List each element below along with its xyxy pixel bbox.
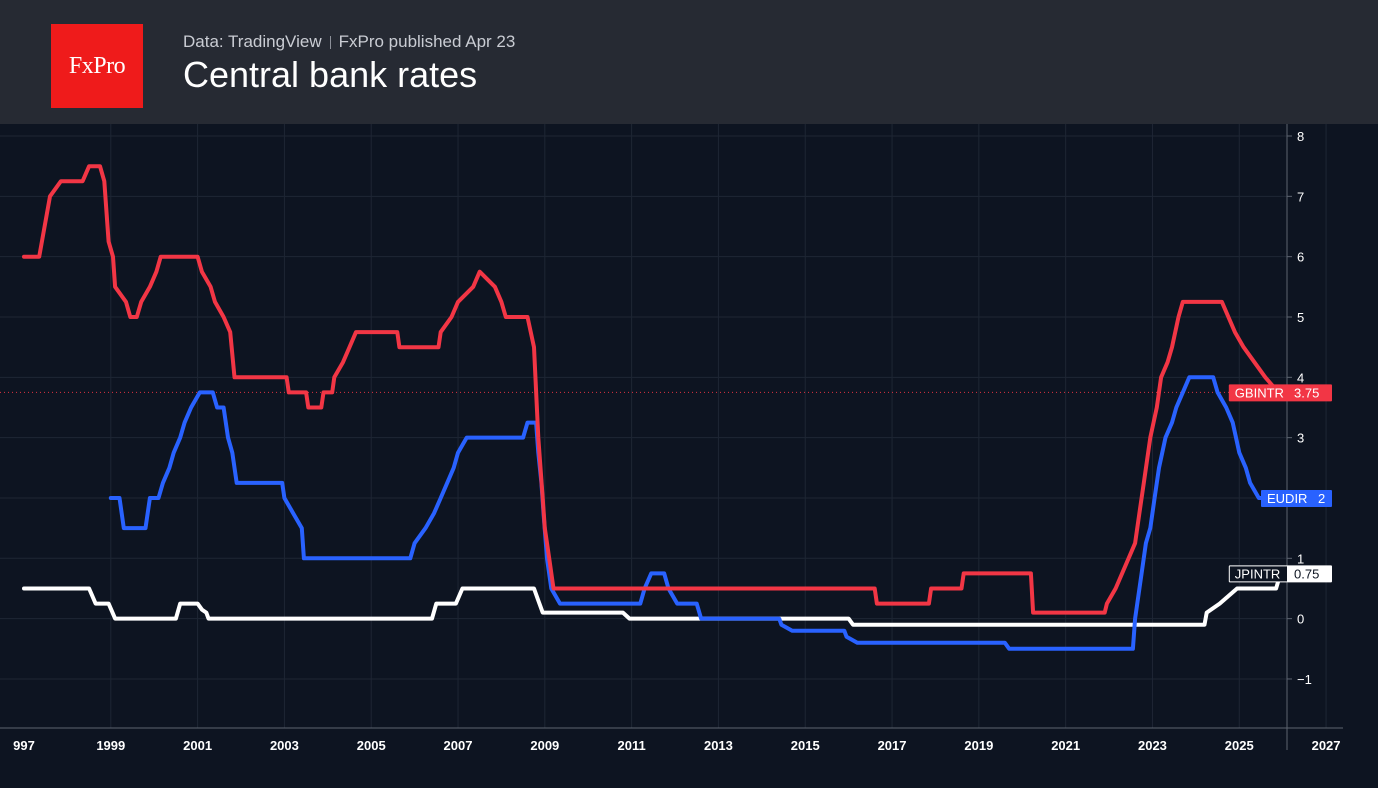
subtitle-separator [329,35,331,49]
series-line-eudir [108,375,1294,651]
x-tick-label: 2009 [530,738,559,753]
chart-subtitle: Data: TradingView FxPro published Apr 23 [183,32,515,52]
fxpro-logo[interactable]: FxPro [51,24,143,108]
series-value-tags: GBINTR 3.75 EUDIR 2 JPINTR 0.75 [1228,384,1332,583]
x-tick-label: 2013 [704,738,733,753]
value-tag-value: 0.75 [1294,566,1319,581]
y-tick-label: 4 [1297,370,1304,385]
header-bar: FxPro Data: TradingView FxPro published … [0,0,1378,124]
y-tick-label: 5 [1297,310,1304,325]
y-tick-label: 0 [1297,612,1304,627]
x-tick-label: 2025 [1225,738,1254,753]
chart-axes: 8 7 6 5 4 3 2 1 0 −1 997 1999 2001 2003 2005 2007 2009 20… [0,124,1343,753]
x-tick-label: 1999 [96,738,125,753]
y-tick-label: 8 [1297,129,1304,144]
value-tag-gbintr: GBINTR 3.75 [1228,384,1332,402]
value-tag-value: 3.75 [1294,385,1319,400]
x-tick-label: 2021 [1051,738,1080,753]
y-tick-label: −1 [1297,672,1312,687]
y-tick-label: 1 [1297,551,1304,566]
y-tick-label: 6 [1297,250,1304,265]
value-tag-name: EUDIR [1267,491,1307,506]
x-tick-label: 2007 [444,738,473,753]
value-tag-value: 2 [1318,491,1325,506]
x-tick-label: 2017 [878,738,907,753]
x-tick-label: 2005 [357,738,386,753]
chart-grid [0,124,1327,728]
x-tick-label: 997 [13,738,35,753]
value-tag-background [1261,489,1332,507]
logo-text: FxPro [68,52,126,79]
value-tag-name: JPINTR [1235,566,1281,581]
x-tick-label: 2023 [1138,738,1167,753]
value-tag-name-background [1229,566,1287,582]
x-tick-label: 2003 [270,738,299,753]
x-tick-label: 2027 [1312,738,1341,753]
value-tag-name: GBINTR [1235,385,1284,400]
series-line-gbintr [22,164,1294,615]
y-tick-label: 3 [1297,431,1304,446]
series-lines [22,164,1298,651]
x-tick-label: 2001 [183,738,212,753]
y-tick-label: 7 [1297,189,1304,204]
x-tick-label: 2011 [618,738,646,753]
rates-line-chart[interactable]: 8 7 6 5 4 3 2 1 0 −1 997 1999 2001 2003 2005 2007 2009 20… [0,124,1378,788]
value-tag-eudir: EUDIR 2 [1261,489,1332,507]
chart-title: Central bank rates [183,54,478,95]
x-tick-label: 2015 [791,738,820,753]
published-label: FxPro published Apr 23 [338,32,516,51]
value-tag-jpintr: JPINTR 0.75 [1228,565,1332,583]
data-source-label: Data: TradingView [183,32,322,51]
value-tag-background [1228,384,1332,402]
series-line-jpintr [22,571,1294,627]
x-tick-label: 2019 [964,738,993,753]
